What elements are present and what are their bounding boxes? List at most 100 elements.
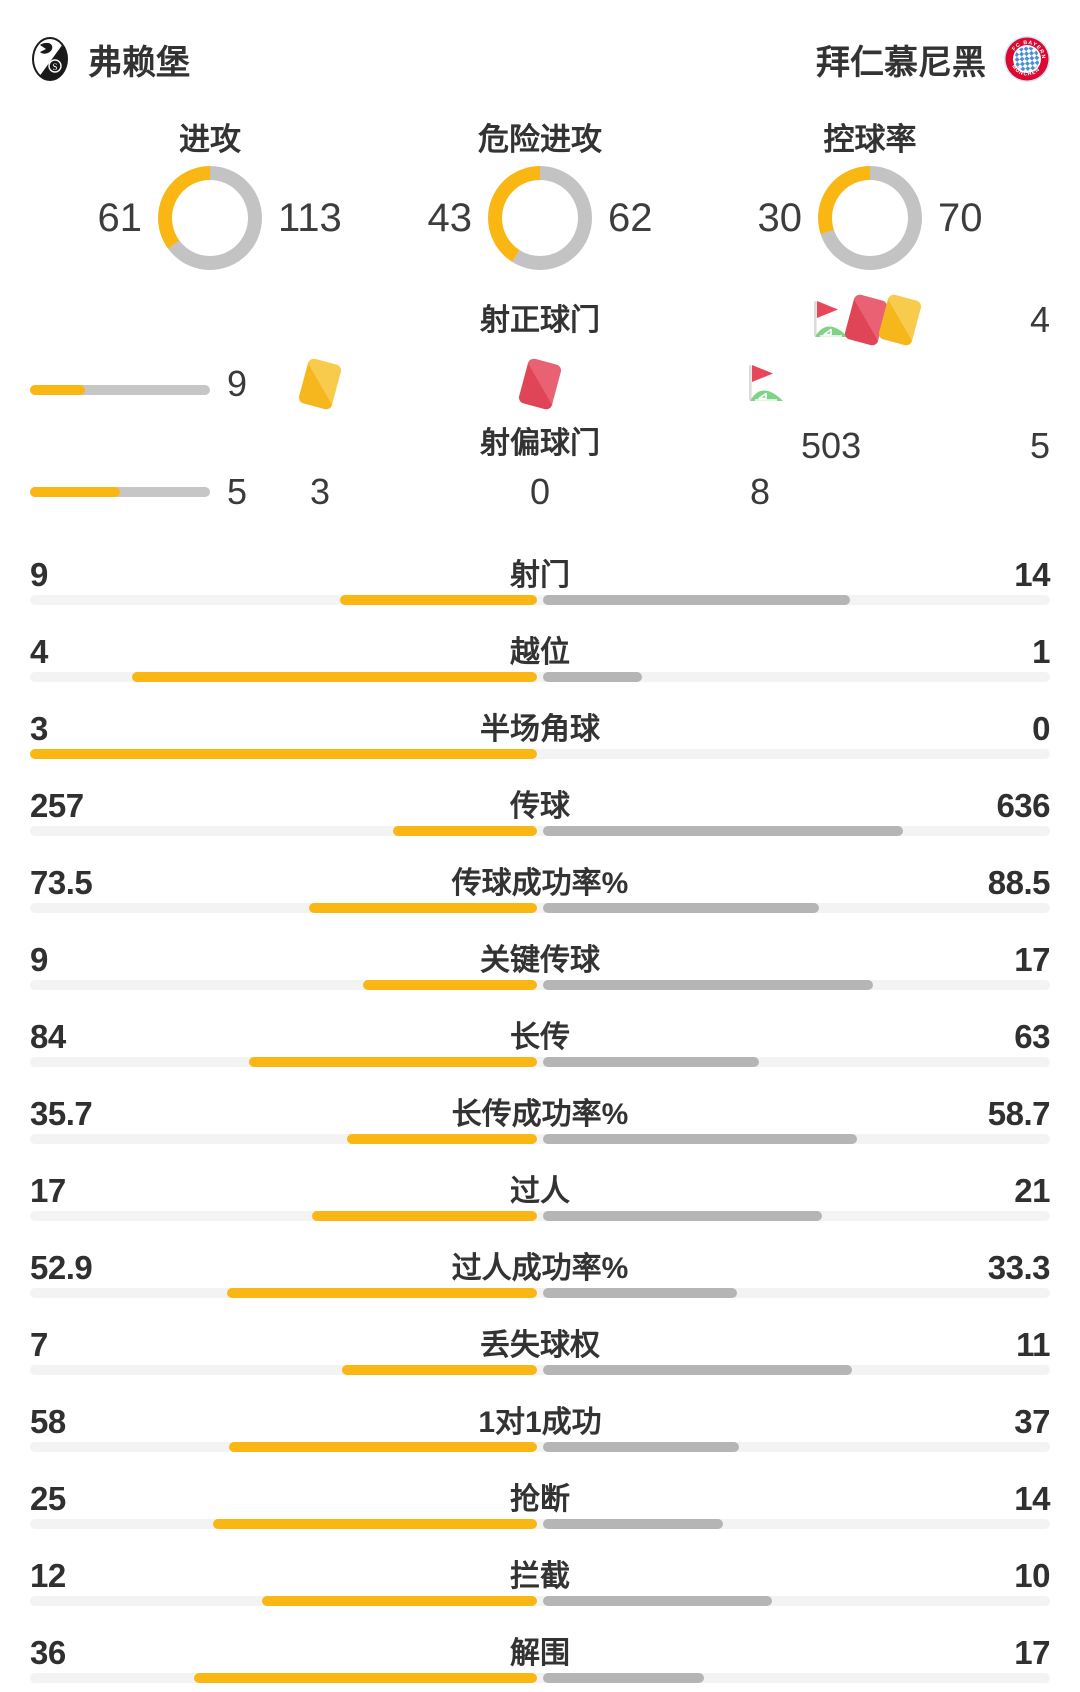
stat-bar-home-fill <box>213 1519 537 1529</box>
away-red-cards-count: 0 <box>529 471 551 512</box>
stat-bar-home-fill <box>308 903 537 913</box>
stat-bar-home-fill <box>248 1057 537 1067</box>
shots-off-target-label: 射偏球门 <box>480 427 600 460</box>
shots-off-target-bar <box>30 487 210 497</box>
stat-row: 7 丢失球权 11 <box>30 1320 1051 1375</box>
stat-away-value: 14 <box>1014 1480 1050 1517</box>
header: S 弗赖堡 拜仁慕尼黑 FC BAYERN <box>30 30 1050 88</box>
stat-head: 3 半场角球 0 <box>30 704 1051 747</box>
home-discipline-icons <box>801 293 923 347</box>
stat-head: 12 拦截 10 <box>30 1551 1051 1594</box>
stat-home-value: 73.5 <box>30 864 93 901</box>
away-corners-count: 8 <box>749 471 771 512</box>
stat-label: 过人成功率% <box>451 1252 629 1285</box>
home-red-cards-count: 0 <box>821 425 842 466</box>
stat-row: 36 解围 17 <box>30 1628 1051 1683</box>
stat-bar-home-fill <box>193 1673 537 1683</box>
donut-home-value: 43 <box>427 195 473 240</box>
stat-away-value: 63 <box>1014 1018 1050 1055</box>
stat-bar-home-fill <box>393 826 537 836</box>
stat-bar-track <box>30 1519 1050 1529</box>
yellow-card-icon <box>296 357 344 411</box>
home-team-logo: S <box>32 37 68 81</box>
stat-bar-home-fill <box>227 1288 537 1298</box>
stat-home-value: 4 <box>30 633 48 670</box>
away-discipline-icons <box>296 357 784 411</box>
donut-chart: 控球率 30 70 <box>705 122 1035 270</box>
stat-label: 过人 <box>510 1175 570 1208</box>
stat-bar-home-fill <box>363 980 537 990</box>
stat-away-value: 0 <box>1032 710 1050 747</box>
stat-row: 52.9 过人成功率% 33.3 <box>30 1243 1050 1298</box>
away-yellow-cards-count: 3 <box>309 471 331 512</box>
stat-home-value: 35.7 <box>30 1095 93 1132</box>
stat-bar-track <box>30 1134 1050 1144</box>
stat-home-value: 52.9 <box>30 1249 93 1286</box>
stat-bar-away-fill <box>543 1134 858 1144</box>
stat-home-value: 58 <box>30 1403 66 1440</box>
shots-on-target-home-fill <box>30 385 86 395</box>
stat-row: 257 传球 636 <box>30 781 1051 836</box>
stat-bar-track <box>30 826 1050 836</box>
stat-home-value: 257 <box>30 787 84 824</box>
stat-bar-home-fill <box>347 1134 537 1144</box>
corner-flag-icon <box>801 296 849 344</box>
shots-section: 射正球门 4 <box>30 293 1050 514</box>
stat-bar-track <box>30 1211 1050 1221</box>
donut-row: 30 70 <box>732 166 1008 270</box>
stat-bar-away-fill <box>543 1288 738 1298</box>
donut-home-value: 30 <box>757 195 803 240</box>
away-team-logo: FC BAYERN MÜNCHEN <box>1004 36 1050 82</box>
stat-head: 9 关键传球 17 <box>30 935 1051 978</box>
donut-ring <box>488 166 592 270</box>
stat-away-value: 21 <box>1014 1172 1050 1209</box>
stat-bar-away-fill <box>543 1211 822 1221</box>
stat-away-value: 37 <box>1014 1403 1050 1440</box>
stat-away-value: 14 <box>1014 556 1050 593</box>
home-yellow-cards-count: 3 <box>841 425 862 466</box>
donut-chart: 危险进攻 43 62 <box>375 122 705 270</box>
stat-bar-away-fill <box>543 595 851 605</box>
stat-label: 丢失球权 <box>480 1329 600 1362</box>
stat-label: 长传成功率% <box>451 1098 629 1131</box>
stat-bar-away-fill <box>543 1057 759 1067</box>
stat-row: 58 1对1成功 37 <box>30 1397 1051 1452</box>
stat-row: 73.5 传球成功率% 88.5 <box>30 858 1050 913</box>
stat-head: 35.7 长传成功率% 58.7 <box>30 1089 1050 1132</box>
donut-ring <box>158 166 262 270</box>
stat-bar-home-fill <box>228 1442 537 1452</box>
stat-bar-away-fill <box>543 903 819 913</box>
stat-away-value: 636 <box>996 787 1050 824</box>
stat-home-value: 84 <box>30 1018 66 1055</box>
stat-row: 4 越位 1 <box>30 627 1051 682</box>
stat-bar-track <box>30 1673 1050 1683</box>
stat-label: 解围 <box>510 1637 570 1670</box>
stat-head: 17 过人 21 <box>30 1166 1051 1209</box>
stat-bar-track <box>30 595 1050 605</box>
stat-label: 抢断 <box>510 1483 570 1516</box>
stat-away-value: 1 <box>1032 633 1050 670</box>
stat-label: 传球成功率% <box>451 867 629 900</box>
stat-head: 4 越位 1 <box>30 627 1051 670</box>
stat-bar-away-fill <box>543 1365 852 1375</box>
stat-bar-home-fill <box>311 1211 537 1221</box>
stat-bar-away-fill <box>543 1596 772 1606</box>
stat-head: 9 射门 14 <box>30 550 1051 593</box>
stat-head: 7 丢失球权 11 <box>30 1320 1051 1363</box>
stat-bar-track <box>30 1596 1050 1606</box>
home-discipline-counts: 5 0 3 <box>801 424 861 468</box>
stat-bar-track <box>30 903 1050 913</box>
stats-list: 9 射门 14 4 越位 1 3 半场角球 0 <box>30 550 1051 1683</box>
stat-home-value: 25 <box>30 1480 66 1517</box>
stat-away-value: 11 <box>1016 1326 1050 1363</box>
stat-bar-track <box>30 672 1050 682</box>
corner-flag-icon <box>736 360 784 408</box>
stat-home-value: 9 <box>30 556 48 593</box>
donut-row: 43 62 <box>402 166 678 270</box>
stat-head: 52.9 过人成功率% 33.3 <box>30 1243 1050 1286</box>
stat-row: 3 半场角球 0 <box>30 704 1051 759</box>
shots-off-target-away-value: 5 <box>227 471 248 512</box>
stat-label: 1对1成功 <box>478 1406 602 1439</box>
stat-away-value: 17 <box>1014 1634 1050 1671</box>
